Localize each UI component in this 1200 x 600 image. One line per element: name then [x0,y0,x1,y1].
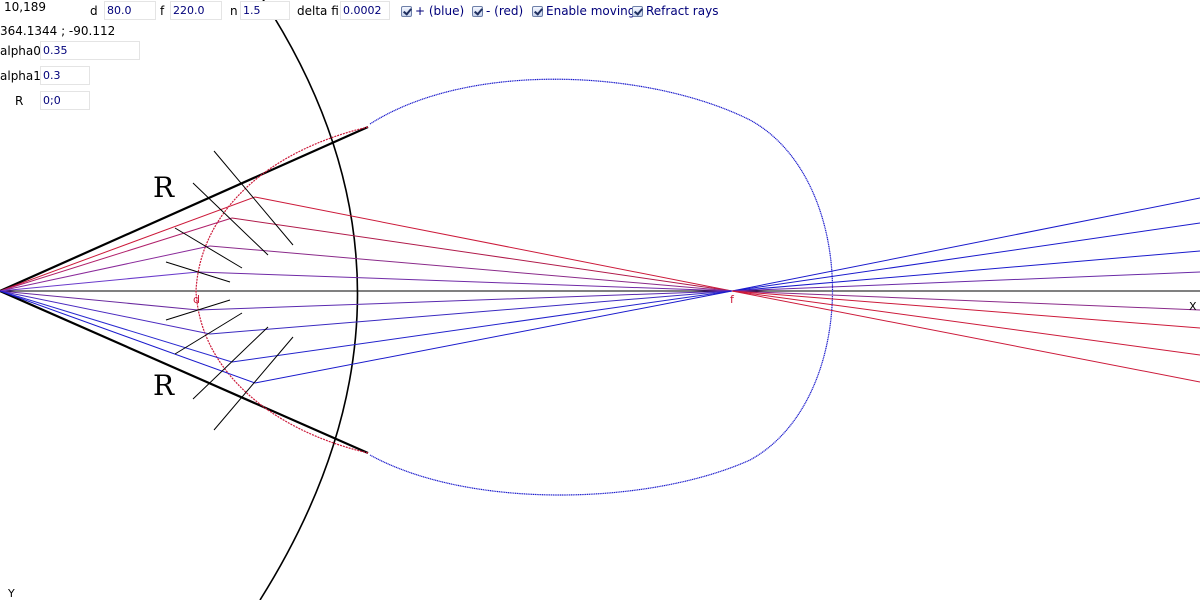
f-point-label: f [730,293,734,306]
normal-lines [165,150,294,431]
refracted-rays-to-focus [197,196,733,384]
alpha1-field[interactable] [40,66,90,85]
incident-rays-upper [0,196,256,292]
R-field[interactable] [40,91,90,110]
mouse-coords: 10,189 [4,0,46,14]
incident-rays-lower [0,290,256,384]
diverging-rays-purple [731,271,1200,311]
alpha1-label: alpha1 [0,69,41,83]
f-label: f [160,4,165,18]
lens-circle-arc [259,0,359,600]
checkbox-plus-blue-label: + (blue) [415,4,465,18]
y-axis-label: Y [8,587,15,600]
f-field[interactable] [170,1,222,20]
d-field[interactable] [104,1,156,20]
R-upper-label: R [153,171,175,204]
checkbox-check-icon[interactable] [401,5,412,17]
checkbox-refract-rays-label: Refract rays [646,4,719,18]
n-field[interactable] [240,1,290,20]
upper-boundary-ray [0,125,369,293]
checkbox-minus-red-label: - (red) [486,4,524,18]
checkbox-enable-moving-label: Enable moving [546,4,636,18]
x-axis-label: X [1189,300,1197,313]
checkbox-plus-blue[interactable]: + (blue) [401,3,464,19]
checkbox-refract-rays[interactable]: Refract rays [632,3,718,19]
blue-ellipse [369,78,834,496]
d-label: d [90,4,98,18]
checkbox-check-icon[interactable] [472,5,483,17]
R-lower-label: R [153,369,175,402]
alpha0-label: alpha0 [0,44,41,58]
alpha0-field[interactable] [40,41,140,60]
red-curve [195,126,369,454]
world-coords: 364.1344 ; -90.112 [0,24,116,38]
checkbox-enable-moving[interactable]: Enable moving [532,3,635,19]
checkbox-minus-red[interactable]: - (red) [472,3,523,19]
d-point-label: d [193,293,200,306]
checkbox-check-icon[interactable] [632,5,643,17]
diverging-rays-red [731,290,1200,383]
delta-fi-field[interactable] [340,1,390,20]
R-label: R [15,94,24,108]
lower-boundary-ray [0,289,369,455]
delta-fi-label: delta fi [297,4,339,18]
n-label: n [230,4,238,18]
checkbox-check-icon[interactable] [532,5,543,17]
diverging-rays-blue [731,197,1200,292]
